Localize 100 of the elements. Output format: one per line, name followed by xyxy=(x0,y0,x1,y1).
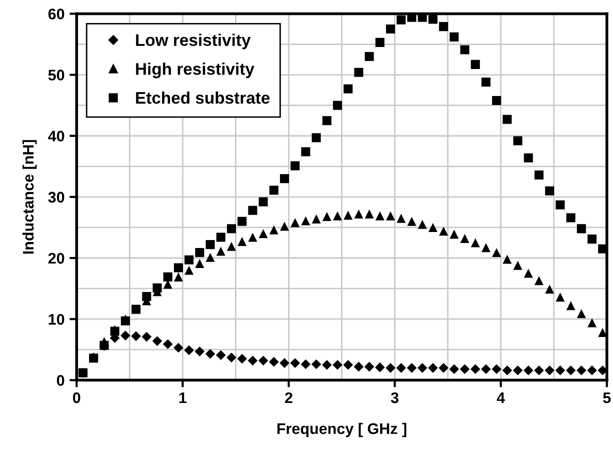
point xyxy=(290,358,300,368)
point xyxy=(301,147,310,156)
point xyxy=(322,360,332,370)
point xyxy=(386,363,396,373)
point xyxy=(545,284,554,294)
point xyxy=(174,263,183,272)
point xyxy=(587,365,597,376)
x-tick-label: 4 xyxy=(496,392,505,404)
y-tick-label: 20 xyxy=(48,252,64,264)
point xyxy=(290,161,300,170)
point xyxy=(226,352,236,362)
point xyxy=(375,38,384,47)
point xyxy=(174,272,183,282)
y-tick-label: 10 xyxy=(48,314,64,325)
point xyxy=(78,368,88,378)
point xyxy=(396,363,406,373)
point xyxy=(588,318,597,328)
point xyxy=(576,309,586,318)
legend-label: Low resistivity xyxy=(136,34,251,50)
point xyxy=(206,240,215,250)
point xyxy=(438,363,448,373)
point xyxy=(216,246,226,256)
y-tick-label: 50 xyxy=(48,70,64,80)
point xyxy=(269,225,278,234)
x-axis-title: Frequency [ GHz ] xyxy=(277,422,406,438)
y-tick-label: 60 xyxy=(48,8,64,20)
point xyxy=(280,358,290,368)
point xyxy=(544,365,555,376)
point xyxy=(226,224,236,234)
point xyxy=(556,292,565,302)
point xyxy=(311,359,322,370)
point xyxy=(428,363,438,373)
point xyxy=(512,365,523,376)
point xyxy=(439,226,448,236)
point xyxy=(470,238,480,248)
point xyxy=(344,84,353,94)
point xyxy=(481,364,491,374)
point xyxy=(524,153,533,162)
point xyxy=(502,365,512,376)
point xyxy=(481,243,490,252)
point xyxy=(332,100,342,110)
point xyxy=(513,136,522,146)
point xyxy=(566,213,576,222)
point xyxy=(364,362,374,372)
point xyxy=(460,364,470,374)
point xyxy=(269,186,278,195)
point xyxy=(375,211,384,220)
point xyxy=(290,218,300,228)
y-tick-label: 0 xyxy=(56,375,64,386)
point xyxy=(142,292,152,301)
point xyxy=(598,365,607,376)
point xyxy=(280,174,289,184)
legend-label: High resistivity xyxy=(136,62,254,78)
point xyxy=(238,237,247,246)
x-tick-label: 5 xyxy=(603,392,611,404)
point xyxy=(237,354,247,364)
y-tick-label: 30 xyxy=(48,192,64,203)
point xyxy=(184,255,194,264)
point xyxy=(470,364,480,374)
point xyxy=(238,216,247,226)
point xyxy=(576,365,586,376)
point xyxy=(502,114,512,124)
point xyxy=(322,212,332,221)
point xyxy=(450,32,459,42)
point xyxy=(555,365,566,376)
y-tick-label: 40 xyxy=(48,130,64,142)
point xyxy=(344,210,353,220)
point xyxy=(439,22,448,32)
legend-label: Etched substrate xyxy=(136,92,270,104)
point xyxy=(576,224,586,234)
point xyxy=(364,52,374,61)
y-axis-title: Inductance [nH] xyxy=(22,140,37,254)
x-tick-label: 1 xyxy=(179,392,186,404)
point xyxy=(258,197,268,206)
point xyxy=(417,363,428,373)
point xyxy=(523,365,534,376)
x-tick-label: 2 xyxy=(285,392,292,404)
point xyxy=(428,14,438,24)
point xyxy=(132,304,141,314)
point xyxy=(492,248,502,258)
point xyxy=(566,301,576,310)
point xyxy=(598,328,607,338)
x-tick-label: 0 xyxy=(72,392,80,404)
point xyxy=(449,364,460,374)
point xyxy=(248,206,258,215)
point xyxy=(375,362,385,372)
point xyxy=(195,248,204,258)
point xyxy=(386,211,396,220)
point xyxy=(556,200,565,210)
point xyxy=(450,230,459,239)
point xyxy=(205,348,216,359)
point xyxy=(163,272,172,282)
point xyxy=(470,60,480,69)
point xyxy=(481,78,490,87)
point xyxy=(184,266,194,275)
point xyxy=(588,234,597,244)
point xyxy=(120,330,130,340)
x-tick-label: 3 xyxy=(390,392,398,404)
point xyxy=(396,214,406,223)
point xyxy=(131,331,141,342)
